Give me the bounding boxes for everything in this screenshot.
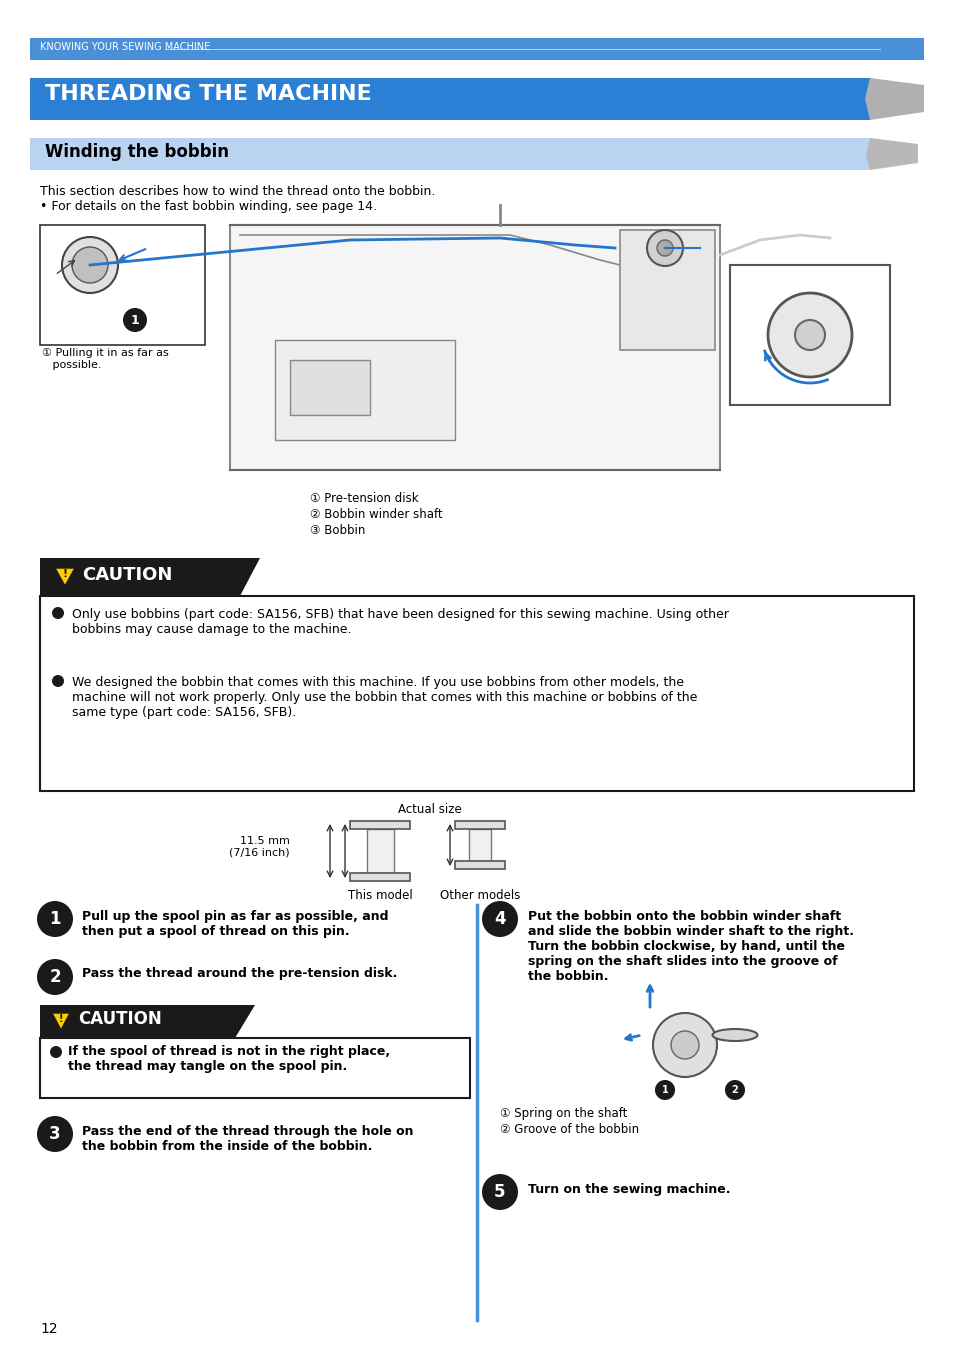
Text: Winding the bobbin: Winding the bobbin (45, 143, 229, 161)
Ellipse shape (712, 1029, 757, 1041)
Circle shape (71, 247, 108, 283)
Bar (619, 229, 714, 349)
Circle shape (37, 901, 73, 938)
Bar (290, 360, 370, 415)
Circle shape (481, 1174, 517, 1210)
Circle shape (670, 1031, 699, 1059)
Text: THREADING THE MACHINE: THREADING THE MACHINE (45, 84, 372, 104)
Circle shape (37, 1116, 73, 1152)
Text: 5: 5 (494, 1183, 505, 1201)
Polygon shape (230, 225, 720, 469)
Circle shape (52, 674, 64, 687)
Circle shape (52, 607, 64, 619)
Circle shape (767, 293, 851, 376)
Text: 1: 1 (131, 313, 139, 326)
Text: ① Pre-tension disk: ① Pre-tension disk (310, 492, 418, 505)
Text: ③ Bobbin: ③ Bobbin (310, 523, 365, 537)
Text: 3: 3 (50, 1125, 61, 1143)
Bar (30, 38, 923, 59)
Bar (40, 1037, 470, 1098)
Bar (40, 225, 205, 345)
Text: Pass the end of the thread through the hole on
the bobbin from the inside of the: Pass the end of the thread through the h… (82, 1125, 413, 1153)
Polygon shape (52, 1013, 70, 1031)
Text: This model: This model (347, 889, 412, 902)
Text: 1: 1 (50, 911, 61, 928)
Bar (40, 596, 913, 791)
Text: 4: 4 (494, 911, 505, 928)
Bar (40, 558, 240, 596)
Text: Put the bobbin onto the bobbin winder shaft
and slide the bobbin winder shaft to: Put the bobbin onto the bobbin winder sh… (527, 911, 853, 983)
Text: Actual size: Actual size (397, 803, 461, 816)
Polygon shape (864, 78, 923, 120)
Text: ① Spring on the shaft: ① Spring on the shaft (499, 1108, 627, 1120)
Text: Only use bobbins (part code: SA156, SFB) that have been designed for this sewing: Only use bobbins (part code: SA156, SFB)… (71, 608, 728, 635)
Text: 1: 1 (661, 1085, 668, 1095)
Text: We designed the bobbin that comes with this machine. If you use bobbins from oth: We designed the bobbin that comes with t… (71, 676, 697, 719)
Circle shape (652, 1013, 717, 1077)
Circle shape (62, 237, 118, 293)
Text: This section describes how to wind the thread onto the bobbin.
• For details on : This section describes how to wind the t… (40, 185, 435, 213)
Circle shape (724, 1081, 744, 1099)
Bar (30, 78, 869, 120)
Circle shape (646, 229, 682, 266)
Circle shape (50, 1045, 62, 1058)
Text: If the spool of thread is not in the right place,
the thread may tangle on the s: If the spool of thread is not in the rig… (68, 1045, 390, 1072)
Text: ① Pulling it in as far as
   possible.: ① Pulling it in as far as possible. (42, 348, 169, 370)
Polygon shape (234, 1005, 254, 1037)
Text: ② Groove of the bobbin: ② Groove of the bobbin (499, 1122, 639, 1136)
Text: Other models: Other models (439, 889, 519, 902)
Text: 2: 2 (50, 969, 61, 986)
Bar (30, 138, 869, 170)
Text: 2: 2 (731, 1085, 738, 1095)
Circle shape (481, 901, 517, 938)
Bar (350, 822, 410, 830)
Text: CAUTION: CAUTION (82, 567, 172, 584)
Text: CAUTION: CAUTION (78, 1010, 162, 1028)
Text: !: ! (62, 569, 68, 579)
Circle shape (657, 240, 672, 256)
Polygon shape (240, 558, 260, 596)
Text: 12: 12 (40, 1322, 57, 1336)
Circle shape (123, 308, 147, 332)
Circle shape (655, 1081, 675, 1099)
Text: KNOWING YOUR SEWING MACHINE: KNOWING YOUR SEWING MACHINE (40, 42, 210, 53)
Circle shape (794, 320, 824, 349)
Text: Turn on the sewing machine.: Turn on the sewing machine. (527, 1183, 730, 1197)
Bar (455, 861, 504, 869)
Text: Pull up the spool pin as far as possible, and
then put a spool of thread on this: Pull up the spool pin as far as possible… (82, 911, 388, 938)
Text: 11.5 mm
(7/16 inch): 11.5 mm (7/16 inch) (229, 836, 290, 858)
Bar (40, 1005, 234, 1037)
Bar (367, 830, 394, 873)
Bar (350, 873, 410, 881)
Text: !: ! (59, 1014, 63, 1024)
Bar (729, 264, 889, 405)
Text: Pass the thread around the pre-tension disk.: Pass the thread around the pre-tension d… (82, 967, 397, 979)
Bar (469, 830, 491, 861)
Bar (274, 340, 455, 440)
Circle shape (37, 959, 73, 996)
Polygon shape (55, 568, 75, 585)
Bar (455, 822, 504, 830)
Text: ② Bobbin winder shaft: ② Bobbin winder shaft (310, 509, 442, 521)
Polygon shape (865, 138, 917, 170)
